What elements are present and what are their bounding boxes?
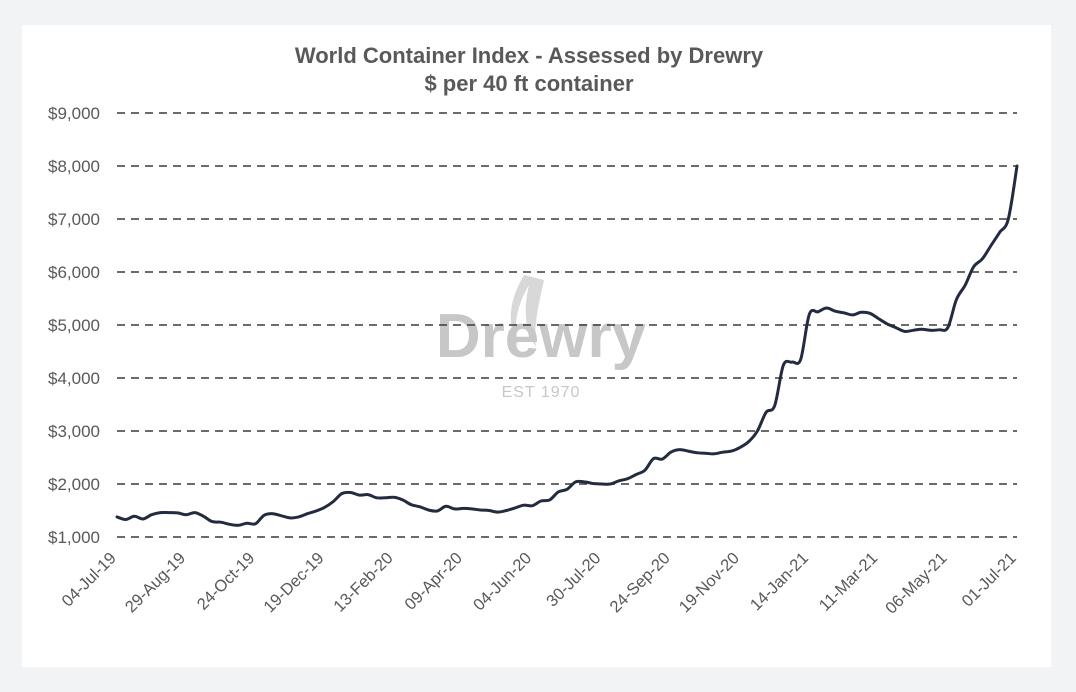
drewry-watermark: Drewry EST 1970 <box>436 275 647 401</box>
chart-card: World Container Index - Assessed by Drew… <box>22 25 1051 667</box>
series-line-world-container-index <box>115 164 1019 527</box>
watermark-brand: Drewry <box>436 302 647 371</box>
x-tick-label: 04-Jun-20 <box>470 549 535 614</box>
chart-subtitle: $ per 40 ft container <box>424 71 634 96</box>
x-tick-label: 19-Dec-19 <box>260 549 327 616</box>
x-tick-label: 29-Aug-19 <box>122 549 189 616</box>
x-tick-label: 24-Sep-20 <box>606 549 673 616</box>
y-axis-ticks: $1,000 $2,000 $3,000 $4,000 $5,000 $6,000 $7,0… <box>48 104 100 547</box>
x-tick-label: 09-Apr-20 <box>401 549 466 614</box>
flame-logo-icon <box>510 275 544 347</box>
x-tick-label: 30-Jul-20 <box>543 549 604 610</box>
x-tick-label: 13-Feb-20 <box>330 549 397 616</box>
y-tick-label: $6,000 <box>48 263 100 282</box>
x-tick-label: 14-Jan-21 <box>747 549 812 614</box>
gridlines <box>117 112 1017 538</box>
y-tick-label: $8,000 <box>48 157 100 176</box>
watermark-tagline: EST 1970 <box>502 384 581 401</box>
y-tick-label: $7,000 <box>48 210 100 229</box>
x-tick-label: 04-Jul-19 <box>58 549 119 610</box>
x-tick-label: 11-Mar-21 <box>816 549 882 615</box>
x-tick-label: 01-Jul-21 <box>958 549 1019 610</box>
y-tick-label: $1,000 <box>48 528 100 547</box>
x-axis-ticks: 04-Jul-19 29-Aug-19 24-Oct-19 19-Dec-19 13-F… <box>58 549 1019 618</box>
y-tick-label: $9,000 <box>48 104 100 123</box>
y-tick-label: $2,000 <box>48 475 100 494</box>
x-tick-label: 24-Oct-19 <box>194 549 259 614</box>
y-tick-label: $3,000 <box>48 422 100 441</box>
x-tick-label: 06-May-21 <box>882 549 951 618</box>
chart-svg: World Container Index - Assessed by Drew… <box>48 43 1020 618</box>
x-tick-label: 19-Nov-20 <box>676 549 743 616</box>
chart-title: World Container Index - Assessed by Drew… <box>295 43 764 68</box>
y-tick-label: $4,000 <box>48 369 100 388</box>
y-tick-label: $5,000 <box>48 316 100 335</box>
series-layer <box>115 164 1019 527</box>
